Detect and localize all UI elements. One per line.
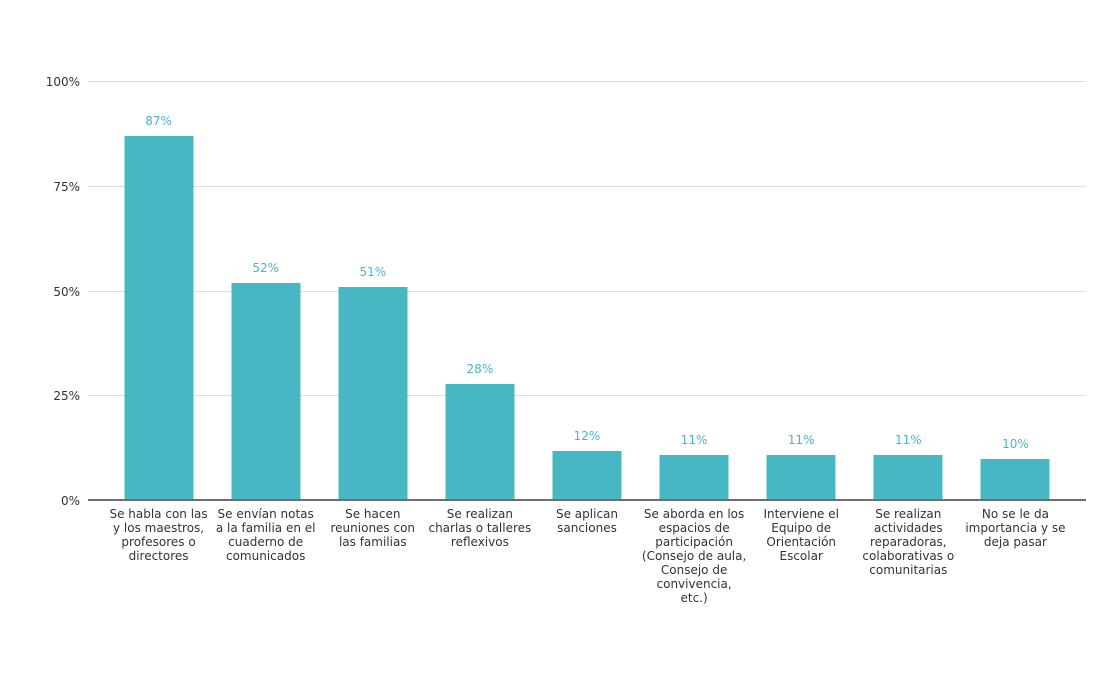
x-axis-labels: Se habla con las y los maestros, profeso… (105, 507, 1069, 605)
bar (124, 136, 194, 501)
category-label: Se realizan actividades reparadoras, col… (862, 507, 955, 577)
category-label: Interviene el Equipo de Orientación Esco… (763, 507, 839, 563)
y-tick-label: 75% (53, 179, 80, 194)
bar-value-label: 28% (466, 361, 494, 376)
category-label: Se aborda en los espacios de participaci… (641, 507, 747, 605)
bar-value-label: 11% (787, 432, 815, 447)
bar-value-label: 11% (680, 432, 708, 447)
bar-value-label: 11% (894, 432, 922, 447)
bar (338, 287, 408, 501)
category-label: Se hacen reuniones con las familias (330, 507, 416, 549)
y-tick-label: 100% (45, 75, 80, 89)
bar-value-label: 51% (359, 265, 387, 280)
bar (552, 450, 622, 501)
category-label: Se envían notas a la familia en el cuade… (215, 507, 316, 563)
plot-area: 0% 25% 50% 75% 100% 87% 52% 51% 28% 12% 11% 11% 11%… (46, 76, 1086, 605)
y-tick-label: 50% (53, 284, 80, 299)
category-label: No se le da importancia y se deja pasar (965, 507, 1066, 549)
y-tick-label: 25% (53, 389, 80, 404)
gridline (88, 290, 1086, 292)
category-label: Se aplican sanciones (555, 507, 618, 535)
bar (766, 454, 836, 501)
bar-value-label: 10% (1002, 437, 1029, 452)
category-label: Se habla con las y los maestros, profeso… (109, 507, 208, 563)
bar (445, 383, 515, 501)
x-axis-baseline (88, 499, 1086, 501)
bar (873, 454, 943, 501)
y-tick-label: 0% (60, 494, 80, 508)
bar-slot: 11% (748, 82, 855, 501)
bar-slot: 11% (855, 82, 962, 501)
bar-value-label: 52% (252, 261, 279, 276)
bar (231, 283, 301, 501)
bar-value-label: 87% (145, 114, 172, 129)
bar-slot: 12% (533, 82, 640, 501)
category-label: Se realizan charlas o talleres reflexivo… (428, 507, 532, 549)
bar-slot: 11% (641, 82, 748, 501)
bar (980, 459, 1050, 501)
bar-slot: 10% (962, 82, 1069, 501)
gridline (88, 185, 1086, 187)
bar-value-label: 12% (573, 428, 601, 443)
bar-slot: 87% (105, 82, 212, 501)
bar-slot: 28% (426, 82, 533, 501)
bar-slot: 52% (212, 82, 319, 501)
bars-area: 87% 52% 51% 28% 12% 11% 11% 11% 10% (105, 82, 1069, 501)
gridline (88, 81, 1086, 82)
bar-slot: 51% (319, 82, 426, 501)
gridline (88, 395, 1086, 397)
bar (659, 454, 729, 501)
